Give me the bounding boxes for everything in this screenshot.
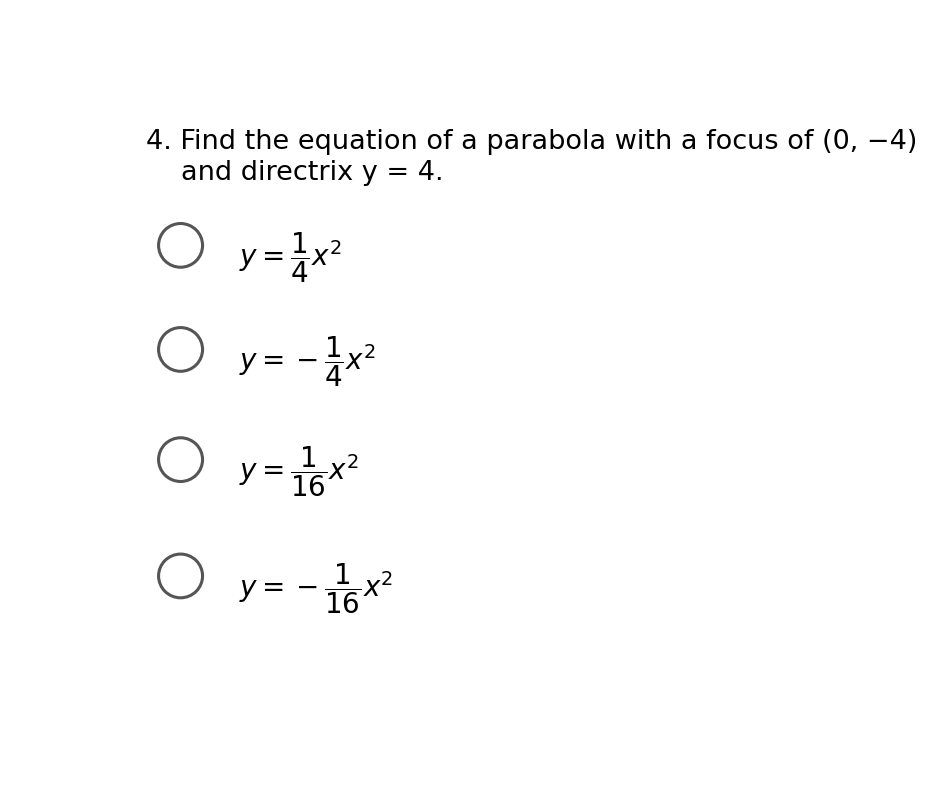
Text: 4. Find the equation of a parabola with a focus of (0, −4): 4. Find the equation of a parabola with … — [146, 129, 918, 155]
Text: $y = -\dfrac{1}{16}x^2$: $y = -\dfrac{1}{16}x^2$ — [239, 560, 394, 615]
Text: and directrix y = 4.: and directrix y = 4. — [181, 160, 443, 186]
Text: $y = \dfrac{1}{4}x^2$: $y = \dfrac{1}{4}x^2$ — [239, 231, 342, 285]
Text: $y = -\dfrac{1}{4}x^2$: $y = -\dfrac{1}{4}x^2$ — [239, 335, 376, 389]
Text: $y = \dfrac{1}{16}x^2$: $y = \dfrac{1}{16}x^2$ — [239, 444, 359, 499]
